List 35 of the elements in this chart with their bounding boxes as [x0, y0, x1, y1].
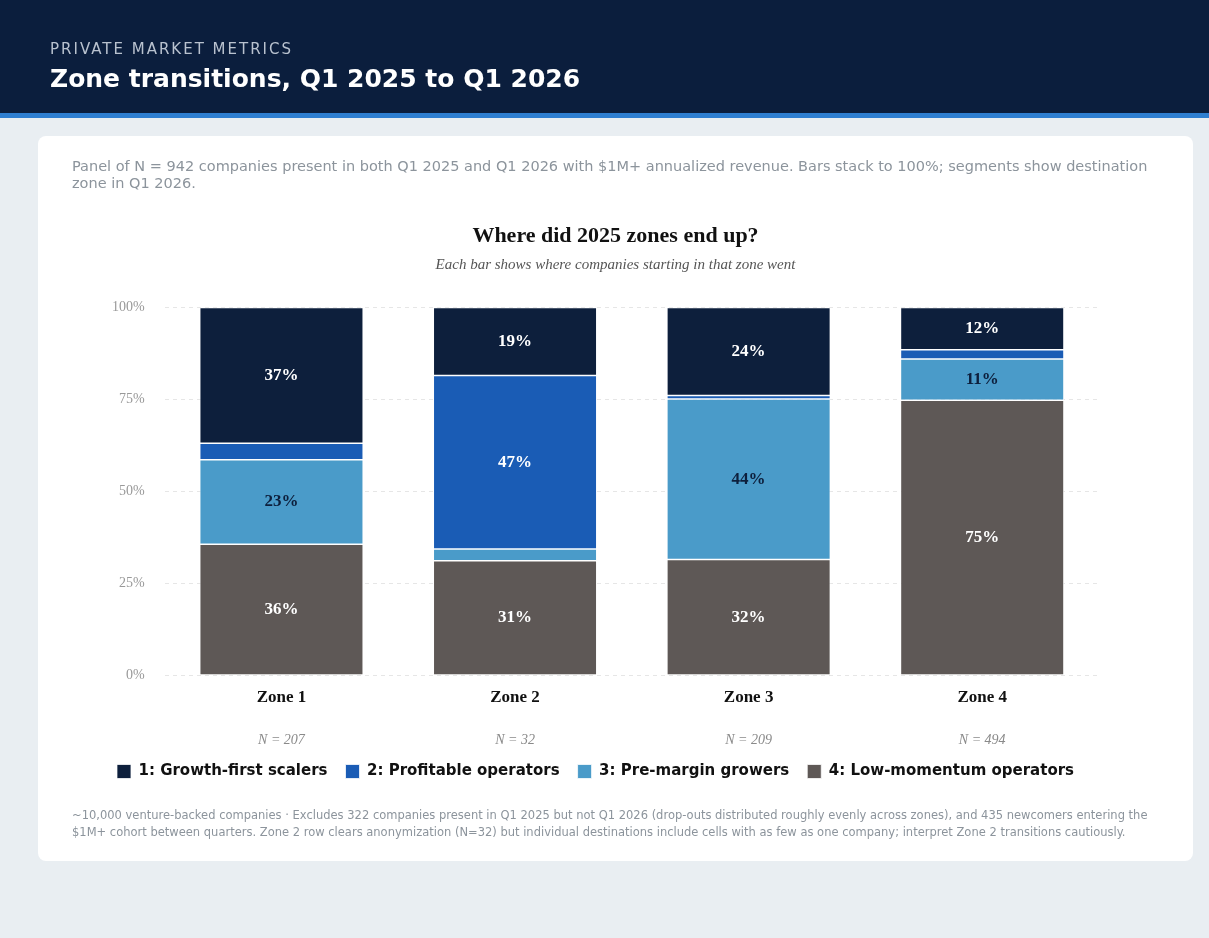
legend-label: 3: Pre-margin growers [599, 761, 790, 780]
legend-label: 2: Profitable operators [367, 761, 560, 780]
data-label: 12% [965, 317, 1000, 337]
y-tick-label: 0% [125, 667, 145, 683]
data-label: 37% [264, 364, 299, 384]
text: N = 494 [957, 731, 1006, 747]
data-label: 31% [498, 607, 533, 627]
text: PRIVATE MARKET METRICS [50, 39, 294, 58]
x-tick-label: Zone 4 [957, 687, 1008, 707]
legend-label: 4: Low-momentum operators [828, 761, 1075, 780]
text: ~10,000 venture-backed companies · Excludes 322 companies present in Q1 2025 but not Q1 2026 (drop-outs distributed roughly evenly across zones), and 435 newcomers entering the $1M+ cohort between quarters. Zone 2 row clears anonymization (N=32) but individual destinations include cells with as few as one company; interpret Zone 2 transitions cautiously. [72, 807, 1149, 841]
data-label: 19% [498, 330, 533, 350]
y-tick-label: 25% [118, 575, 145, 591]
data-label: 44% [731, 468, 766, 488]
x-tick-label: Zone 2 [490, 687, 540, 707]
text: N = 209 [724, 731, 773, 747]
data-label: 23% [264, 491, 299, 511]
x-tick-label: Zone 3 [723, 687, 774, 707]
data-label: 24% [731, 340, 766, 360]
text: Zone transitions, Q1 2025 to Q1 2026 [50, 64, 582, 93]
text: N = 32 [494, 731, 535, 747]
data-label: 32% [731, 606, 766, 626]
y-tick-label: 75% [118, 391, 145, 407]
data-label: 36% [264, 599, 299, 619]
text: N = 207 [257, 731, 306, 747]
x-tick-label: Zone 1 [256, 687, 307, 707]
chart-subtitle: Each bar shows where companies starting in that zone went [434, 256, 797, 273]
text: Panel of N = 942 companies present in both Q1 2025 and Q1 2026 with $1M+ annualized revenue. Bars stack to 100%; segments show destination zone in Q1 2026. [72, 158, 1149, 192]
y-tick-label: 100% [111, 299, 145, 315]
legend-label: 1: Growth-first scalers [138, 761, 328, 780]
data-label: 75% [965, 527, 1000, 547]
chart-title: Where did 2025 zones end up? [471, 222, 760, 248]
data-label: 47% [498, 451, 533, 471]
data-label: 11% [965, 368, 999, 388]
y-tick-label: 50% [118, 483, 145, 499]
